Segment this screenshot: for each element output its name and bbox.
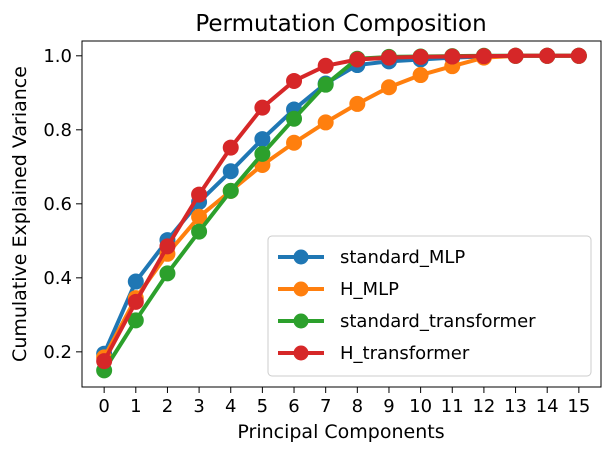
- series-line: [102, 53, 579, 363]
- x-tick-label: 1: [130, 396, 141, 417]
- x-tick-label: 5: [257, 396, 268, 417]
- data-point: [286, 72, 303, 89]
- data-point: [127, 312, 144, 329]
- y-axis-label: Cumulative Explained Variance: [9, 66, 31, 362]
- x-tick-label: 13: [504, 396, 527, 417]
- legend-item: H_MLP: [278, 279, 399, 300]
- data-point: [349, 95, 366, 112]
- plot-frame: [81, 40, 602, 388]
- data-point: [317, 76, 334, 93]
- legend-marker: [293, 313, 309, 329]
- x-tick-label: 7: [320, 396, 331, 417]
- data-point: [286, 134, 303, 151]
- legend-label: standard_MLP: [340, 247, 465, 268]
- data-point: [191, 186, 208, 203]
- data-point: [96, 353, 113, 370]
- y-tick-label: 0.8: [43, 120, 72, 141]
- plot-area: 0.20.40.60.81.00 1 2 3 4 5 6 7 8 9 10 11 12 13 14 15: [43, 40, 602, 417]
- y-tick-label: 0.4: [43, 268, 72, 289]
- legend-item: H_transformer: [278, 343, 470, 364]
- data-point: [380, 79, 397, 96]
- y-tick-label: 0.6: [43, 194, 72, 215]
- data-point: [191, 223, 208, 240]
- data-point: [349, 51, 366, 68]
- data-point: [222, 163, 239, 180]
- series-H_transformer: [96, 47, 587, 370]
- data-point: [539, 47, 556, 64]
- data-point: [222, 182, 239, 199]
- legend-marker: [293, 249, 309, 265]
- legend-label: standard_transformer: [340, 311, 536, 332]
- data-point: [159, 238, 176, 255]
- x-tick-label: 3: [193, 396, 204, 417]
- x-axis-label: Principal Components: [237, 421, 444, 443]
- legend-marker: [293, 345, 309, 361]
- data-point: [570, 47, 587, 64]
- data-point: [380, 49, 397, 66]
- x-tick-label: 14: [536, 396, 559, 417]
- x-tick-label: 9: [383, 396, 394, 417]
- y-tick-label: 0.2: [43, 342, 72, 363]
- data-point: [317, 114, 334, 131]
- data-point: [412, 48, 429, 65]
- x-tick-label: 11: [441, 396, 464, 417]
- x-tick-label: 0: [98, 396, 109, 417]
- legend: standard_MLP H_MLP standard_transformer H_t…: [267, 235, 592, 377]
- x-tick-label: 4: [225, 396, 236, 417]
- data-point: [254, 99, 271, 116]
- x-tick-label: 8: [352, 396, 363, 417]
- x-tick-label: 2: [162, 396, 173, 417]
- x-tick-label: 15: [567, 396, 590, 417]
- data-point: [254, 131, 271, 148]
- data-point: [127, 293, 144, 310]
- data-point: [475, 48, 492, 65]
- data-point: [286, 110, 303, 127]
- data-point: [159, 265, 176, 282]
- legend-item: standard_transformer: [278, 311, 536, 332]
- data-point: [222, 139, 239, 156]
- data-point: [127, 273, 144, 290]
- y-tick-label: 1.0: [43, 46, 72, 67]
- data-point: [317, 57, 334, 74]
- chart-title: Permutation Composition: [195, 11, 486, 37]
- data-point: [254, 145, 271, 162]
- x-tick-label: 6: [288, 396, 299, 417]
- x-tick-label: 10: [409, 396, 432, 417]
- legend-box: [267, 235, 592, 377]
- data-point: [444, 48, 461, 65]
- data-point: [412, 67, 429, 84]
- data-point: [507, 47, 524, 64]
- x-tick-label: 12: [472, 396, 495, 417]
- legend-label: H_MLP: [340, 279, 399, 300]
- legend-item: standard_MLP: [278, 247, 465, 268]
- legend-label: H_transformer: [340, 343, 470, 364]
- legend-marker: [293, 281, 309, 297]
